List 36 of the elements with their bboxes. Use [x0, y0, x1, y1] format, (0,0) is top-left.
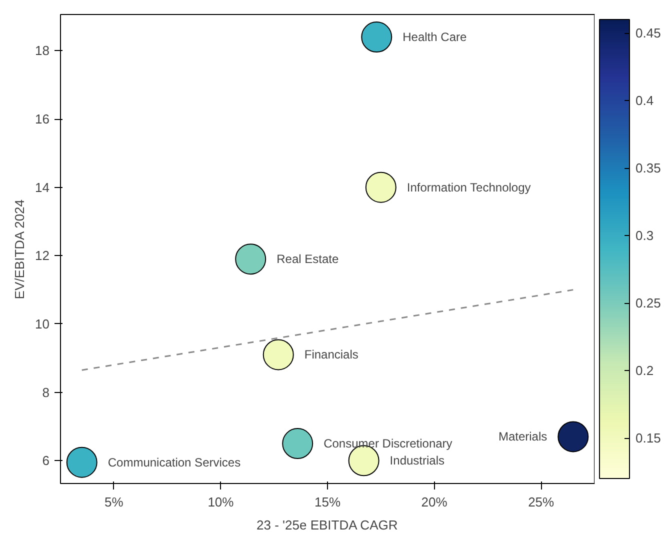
x-tick-label: 20% — [421, 494, 448, 510]
point — [235, 244, 266, 275]
x-tick-label: 15% — [314, 494, 341, 510]
y-tick-label: 10 — [35, 316, 50, 332]
x-tick-label: 25% — [528, 494, 555, 510]
y-tick-label: 8 — [42, 384, 50, 400]
y-tick-label: 6 — [42, 453, 50, 468]
annotation: Materials — [498, 430, 548, 444]
y-axis-title: EV/EBITDA 2024 — [12, 199, 28, 300]
y-tick-label: 12 — [35, 248, 50, 264]
annotation: Information Technology — [406, 180, 531, 194]
x-tick-label: 5% — [104, 494, 124, 510]
color-bar-label: 0.45 — [636, 26, 661, 40]
annotation: Financials — [304, 348, 358, 362]
color-bar-label: 0.2 — [636, 363, 654, 378]
y-tick-label: 16 — [35, 112, 50, 127]
point — [361, 22, 392, 53]
color-bar-label: 0.15 — [636, 430, 661, 446]
color-bar-label: 0.3 — [636, 228, 654, 243]
color-bar-label: 0.4 — [636, 93, 654, 108]
point — [262, 339, 294, 370]
point — [282, 428, 314, 460]
annotation: Consumer Discretionary — [324, 436, 452, 451]
x-axis-title: 23 - '25e EBITDA CAGR — [256, 518, 398, 532]
x-tick-label: 10% — [208, 494, 234, 510]
annotation: Real Estate — [276, 252, 339, 266]
point — [66, 446, 98, 478]
y-tick-label: 14 — [35, 180, 50, 195]
annotation: Health Care — [402, 30, 467, 44]
point — [365, 172, 396, 203]
annotation: Communication Services — [108, 455, 241, 470]
annotation: Industrials — [390, 454, 445, 468]
point — [558, 421, 589, 452]
color-bar-label: 0.25 — [636, 296, 661, 310]
color-bar-label: 0.35 — [636, 160, 661, 176]
y-tick-label: 18 — [35, 43, 50, 58]
